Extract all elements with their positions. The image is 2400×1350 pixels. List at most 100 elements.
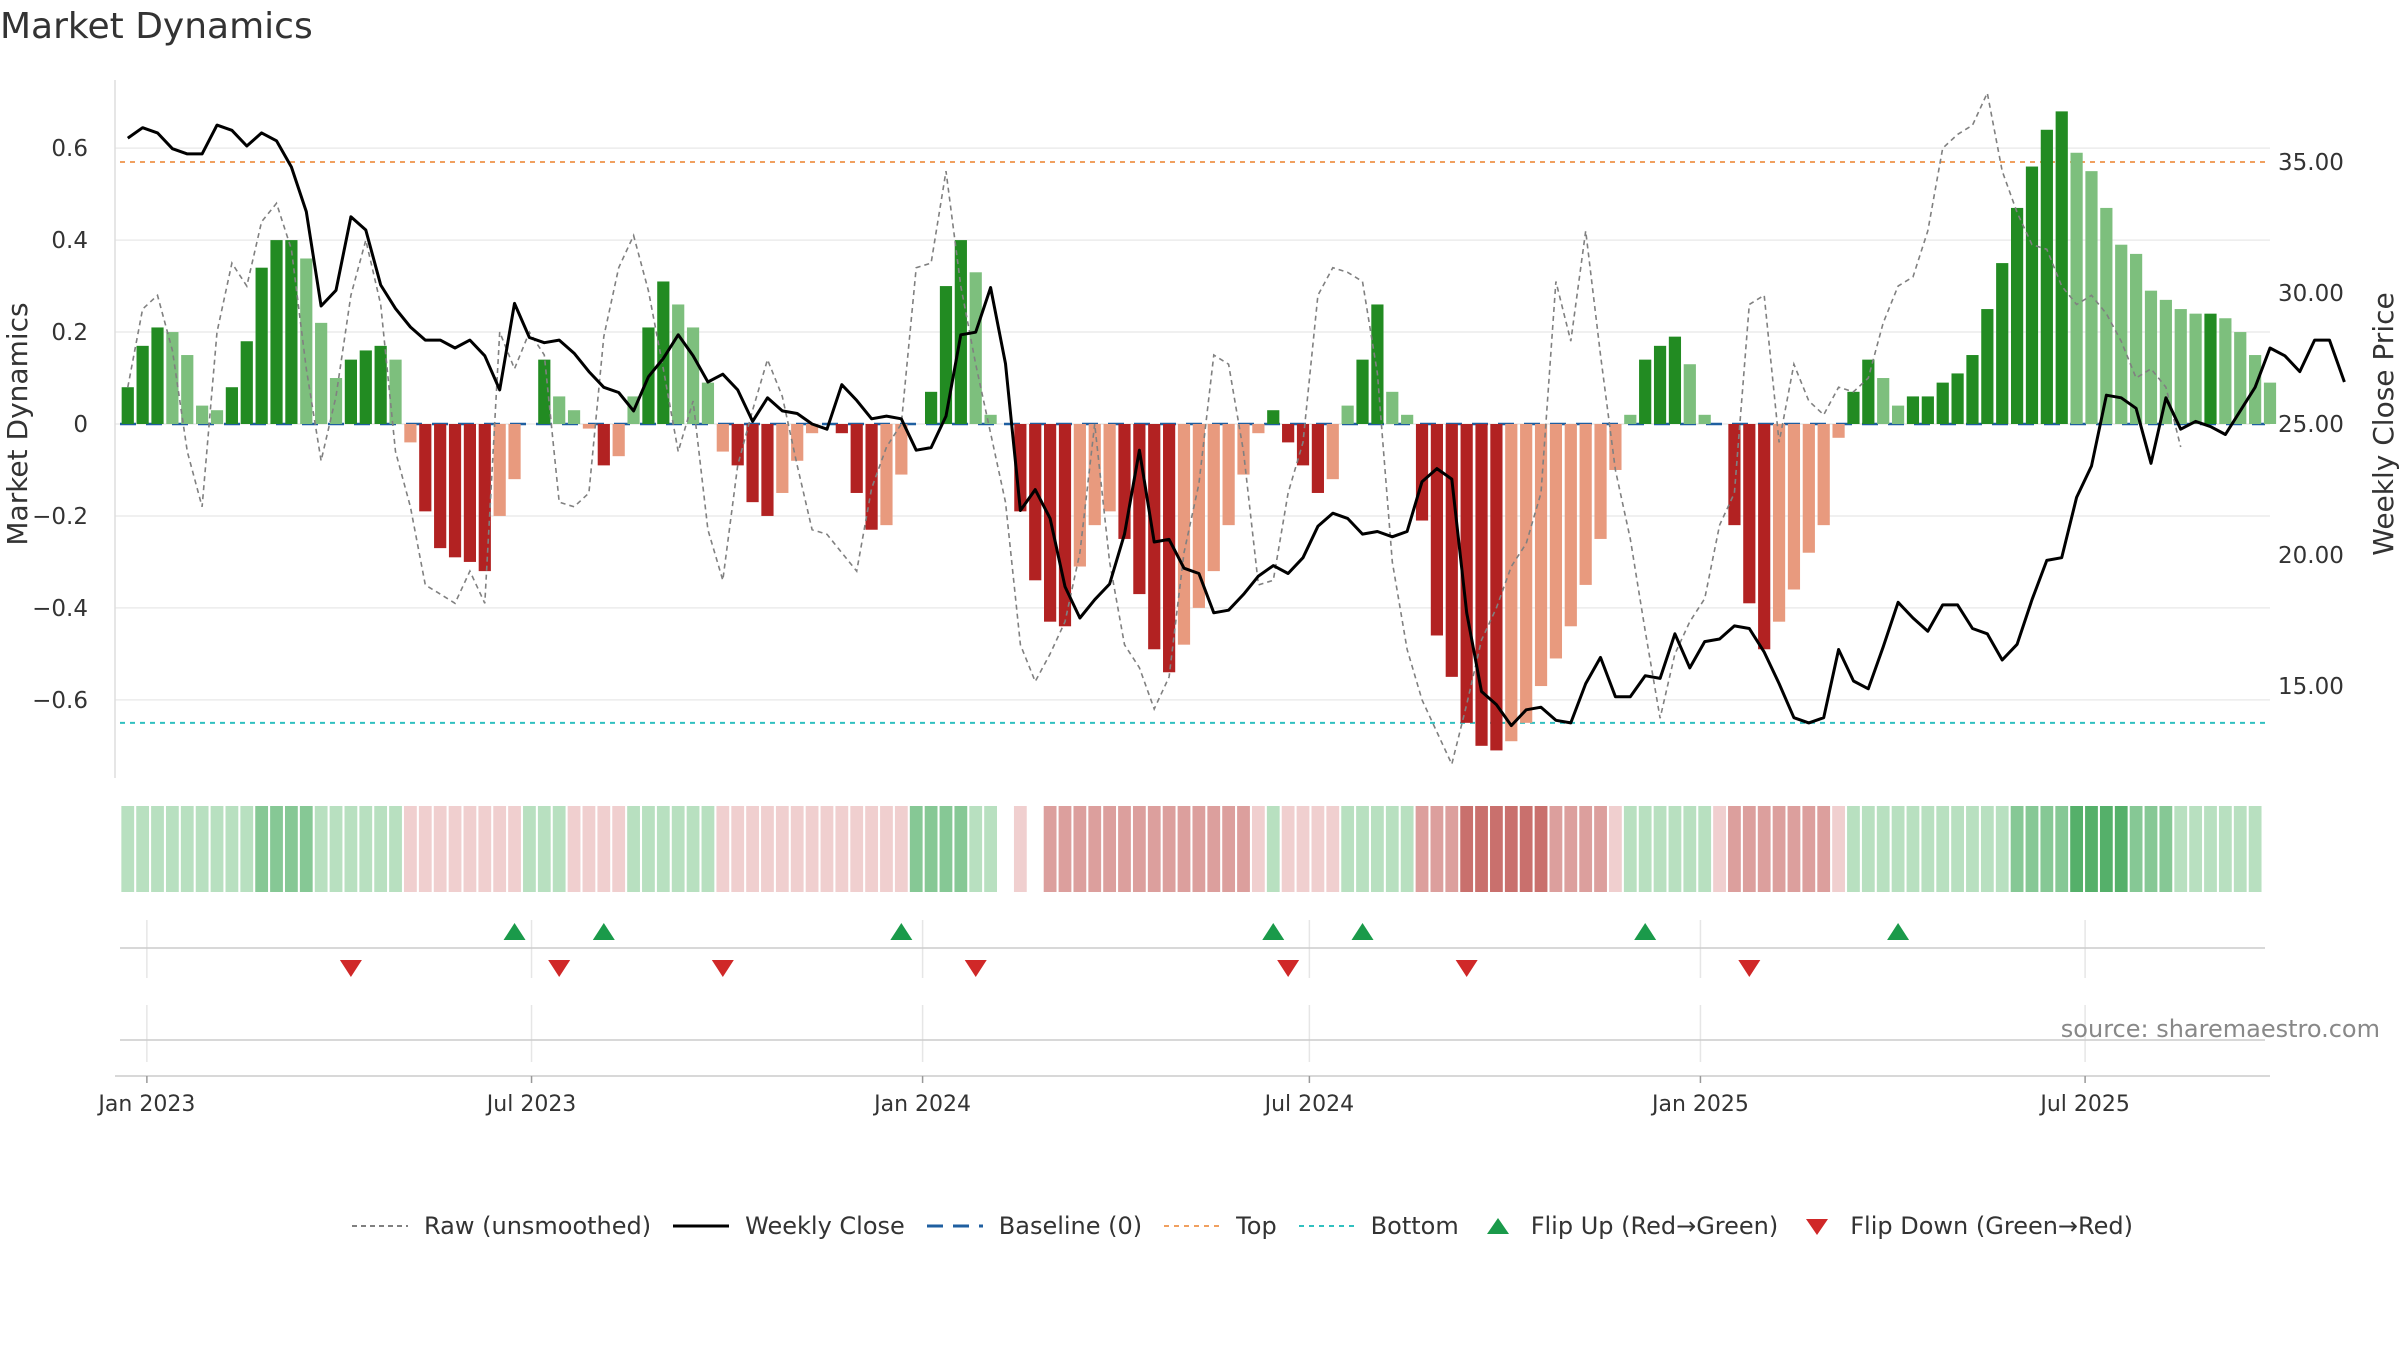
x-tick-label: Jan 2023 bbox=[96, 1092, 195, 1117]
flip-down-marker bbox=[1455, 960, 1478, 977]
market-dynamics-bar bbox=[478, 424, 491, 572]
regime-cell bbox=[597, 806, 611, 892]
regime-cell bbox=[1088, 806, 1102, 892]
y-tick-label: −0.6 bbox=[32, 688, 88, 714]
regime-cell bbox=[716, 806, 730, 892]
legend-symbol-top bbox=[1164, 1225, 1221, 1227]
market-dynamics-bar bbox=[1906, 396, 1920, 424]
flip-down-marker bbox=[1277, 960, 1300, 977]
y2-tick-label: 15.00 bbox=[2278, 674, 2344, 700]
regime-cell bbox=[1132, 806, 1146, 892]
regime-cell bbox=[701, 806, 715, 892]
market-dynamics-bar bbox=[1817, 424, 1830, 526]
regime-cell bbox=[1222, 806, 1236, 892]
regime-cell bbox=[582, 806, 596, 892]
reference-lines bbox=[120, 160, 2265, 724]
legend-label: Baseline (0) bbox=[998, 1212, 1143, 1240]
flip-up-marker bbox=[890, 923, 913, 940]
market-dynamics-bar bbox=[1445, 424, 1458, 677]
y2-tick-label: 30.00 bbox=[2278, 281, 2344, 307]
regime-cell bbox=[1385, 806, 1399, 892]
market-dynamics-bar bbox=[1891, 405, 1905, 424]
regime-cell bbox=[627, 806, 640, 892]
market-dynamics-bar bbox=[567, 410, 581, 424]
market-dynamics-bar bbox=[255, 267, 268, 424]
regime-cell bbox=[1638, 806, 1652, 892]
regime-cell bbox=[924, 806, 938, 892]
regime-cell bbox=[671, 806, 685, 892]
market-dynamics-bar bbox=[2174, 309, 2187, 424]
x-tick-label: Jan 2024 bbox=[872, 1092, 971, 1117]
market-dynamics-bar bbox=[1103, 424, 1116, 512]
market-dynamics-bar bbox=[2055, 111, 2068, 425]
regime-cell bbox=[1103, 806, 1117, 892]
regime-cell bbox=[731, 806, 745, 892]
x-tick-label: Jul 2025 bbox=[2038, 1092, 2130, 1117]
regime-cell bbox=[299, 806, 313, 892]
regime-cell bbox=[1296, 806, 1310, 892]
regime-cell bbox=[508, 806, 521, 892]
regime-cell bbox=[1698, 806, 1712, 892]
market-dynamics-bar bbox=[1163, 424, 1176, 673]
regime-cell bbox=[1356, 806, 1369, 892]
market-dynamics-bar bbox=[508, 424, 521, 480]
market-dynamics-bar bbox=[1743, 424, 1756, 604]
regime-cell bbox=[1341, 806, 1355, 892]
regime-cell bbox=[1326, 806, 1340, 892]
market-dynamics-bar bbox=[210, 410, 224, 424]
regime-cell bbox=[761, 806, 774, 892]
regime-cell bbox=[359, 806, 373, 892]
market-dynamics-bar bbox=[582, 424, 596, 429]
regime-cell bbox=[612, 806, 626, 892]
regime-cell bbox=[121, 806, 135, 892]
market-dynamics-bar bbox=[285, 240, 298, 424]
regime-cell bbox=[1876, 806, 1890, 892]
flip-down-marker bbox=[1738, 960, 1761, 977]
regime-cell bbox=[418, 806, 432, 892]
market-dynamics-bar bbox=[1802, 424, 1815, 553]
legend: Raw (unsmoothed) Weekly Close Baseline (0)… bbox=[350, 1206, 2153, 1246]
regime-cell bbox=[2025, 806, 2039, 892]
regime-cell bbox=[2159, 806, 2173, 892]
legend-label: Weekly Close bbox=[745, 1212, 905, 1240]
regime-cell bbox=[1623, 806, 1637, 892]
regime-cell bbox=[1311, 806, 1325, 892]
market-dynamics-bar bbox=[746, 424, 759, 503]
regime-cell bbox=[389, 806, 402, 892]
market-dynamics-bar bbox=[1787, 424, 1801, 590]
regime-cell bbox=[2085, 806, 2098, 892]
regime-cell bbox=[1861, 806, 1875, 892]
regime-cell bbox=[1445, 806, 1459, 892]
market-dynamics-bar bbox=[166, 332, 179, 424]
regime-cell bbox=[894, 806, 908, 892]
market-dynamics-bar bbox=[1088, 424, 1101, 526]
market-dynamics-bar bbox=[315, 322, 328, 424]
market-dynamics-bar bbox=[1386, 391, 1399, 424]
regime-cell bbox=[1237, 806, 1250, 892]
market-dynamics-bar bbox=[1951, 373, 1964, 424]
regime-cell bbox=[2144, 806, 2158, 892]
regime-cell bbox=[1921, 806, 1935, 892]
market-dynamics-bar bbox=[1624, 414, 1637, 424]
regime-cell bbox=[2129, 806, 2143, 892]
regime-cell bbox=[1757, 806, 1771, 892]
legend-label: Flip Down (Green→Red) bbox=[1850, 1212, 2133, 1240]
flip-down-marker bbox=[339, 960, 362, 977]
market-dynamics-bar bbox=[1534, 424, 1548, 687]
regime-cell bbox=[1370, 806, 1384, 892]
market-dynamics-bar bbox=[329, 378, 343, 424]
market-dynamics-bar bbox=[1847, 391, 1860, 424]
regime-cell bbox=[2248, 806, 2262, 892]
market-dynamics-bar bbox=[2234, 332, 2247, 424]
market-dynamics-bar bbox=[686, 327, 700, 424]
regime-cell bbox=[1118, 806, 1131, 892]
market-dynamics-bar bbox=[1207, 424, 1220, 572]
y2-tick-label: 25.00 bbox=[2278, 412, 2344, 438]
market-dynamics-bar bbox=[136, 345, 149, 424]
market-dynamics-bar bbox=[1639, 359, 1652, 424]
regime-cell bbox=[1162, 806, 1176, 892]
regime-cell bbox=[1564, 806, 1578, 892]
market-dynamics-bar bbox=[344, 359, 358, 424]
regime-cell bbox=[939, 806, 953, 892]
market-dynamics-bar bbox=[1415, 424, 1429, 521]
